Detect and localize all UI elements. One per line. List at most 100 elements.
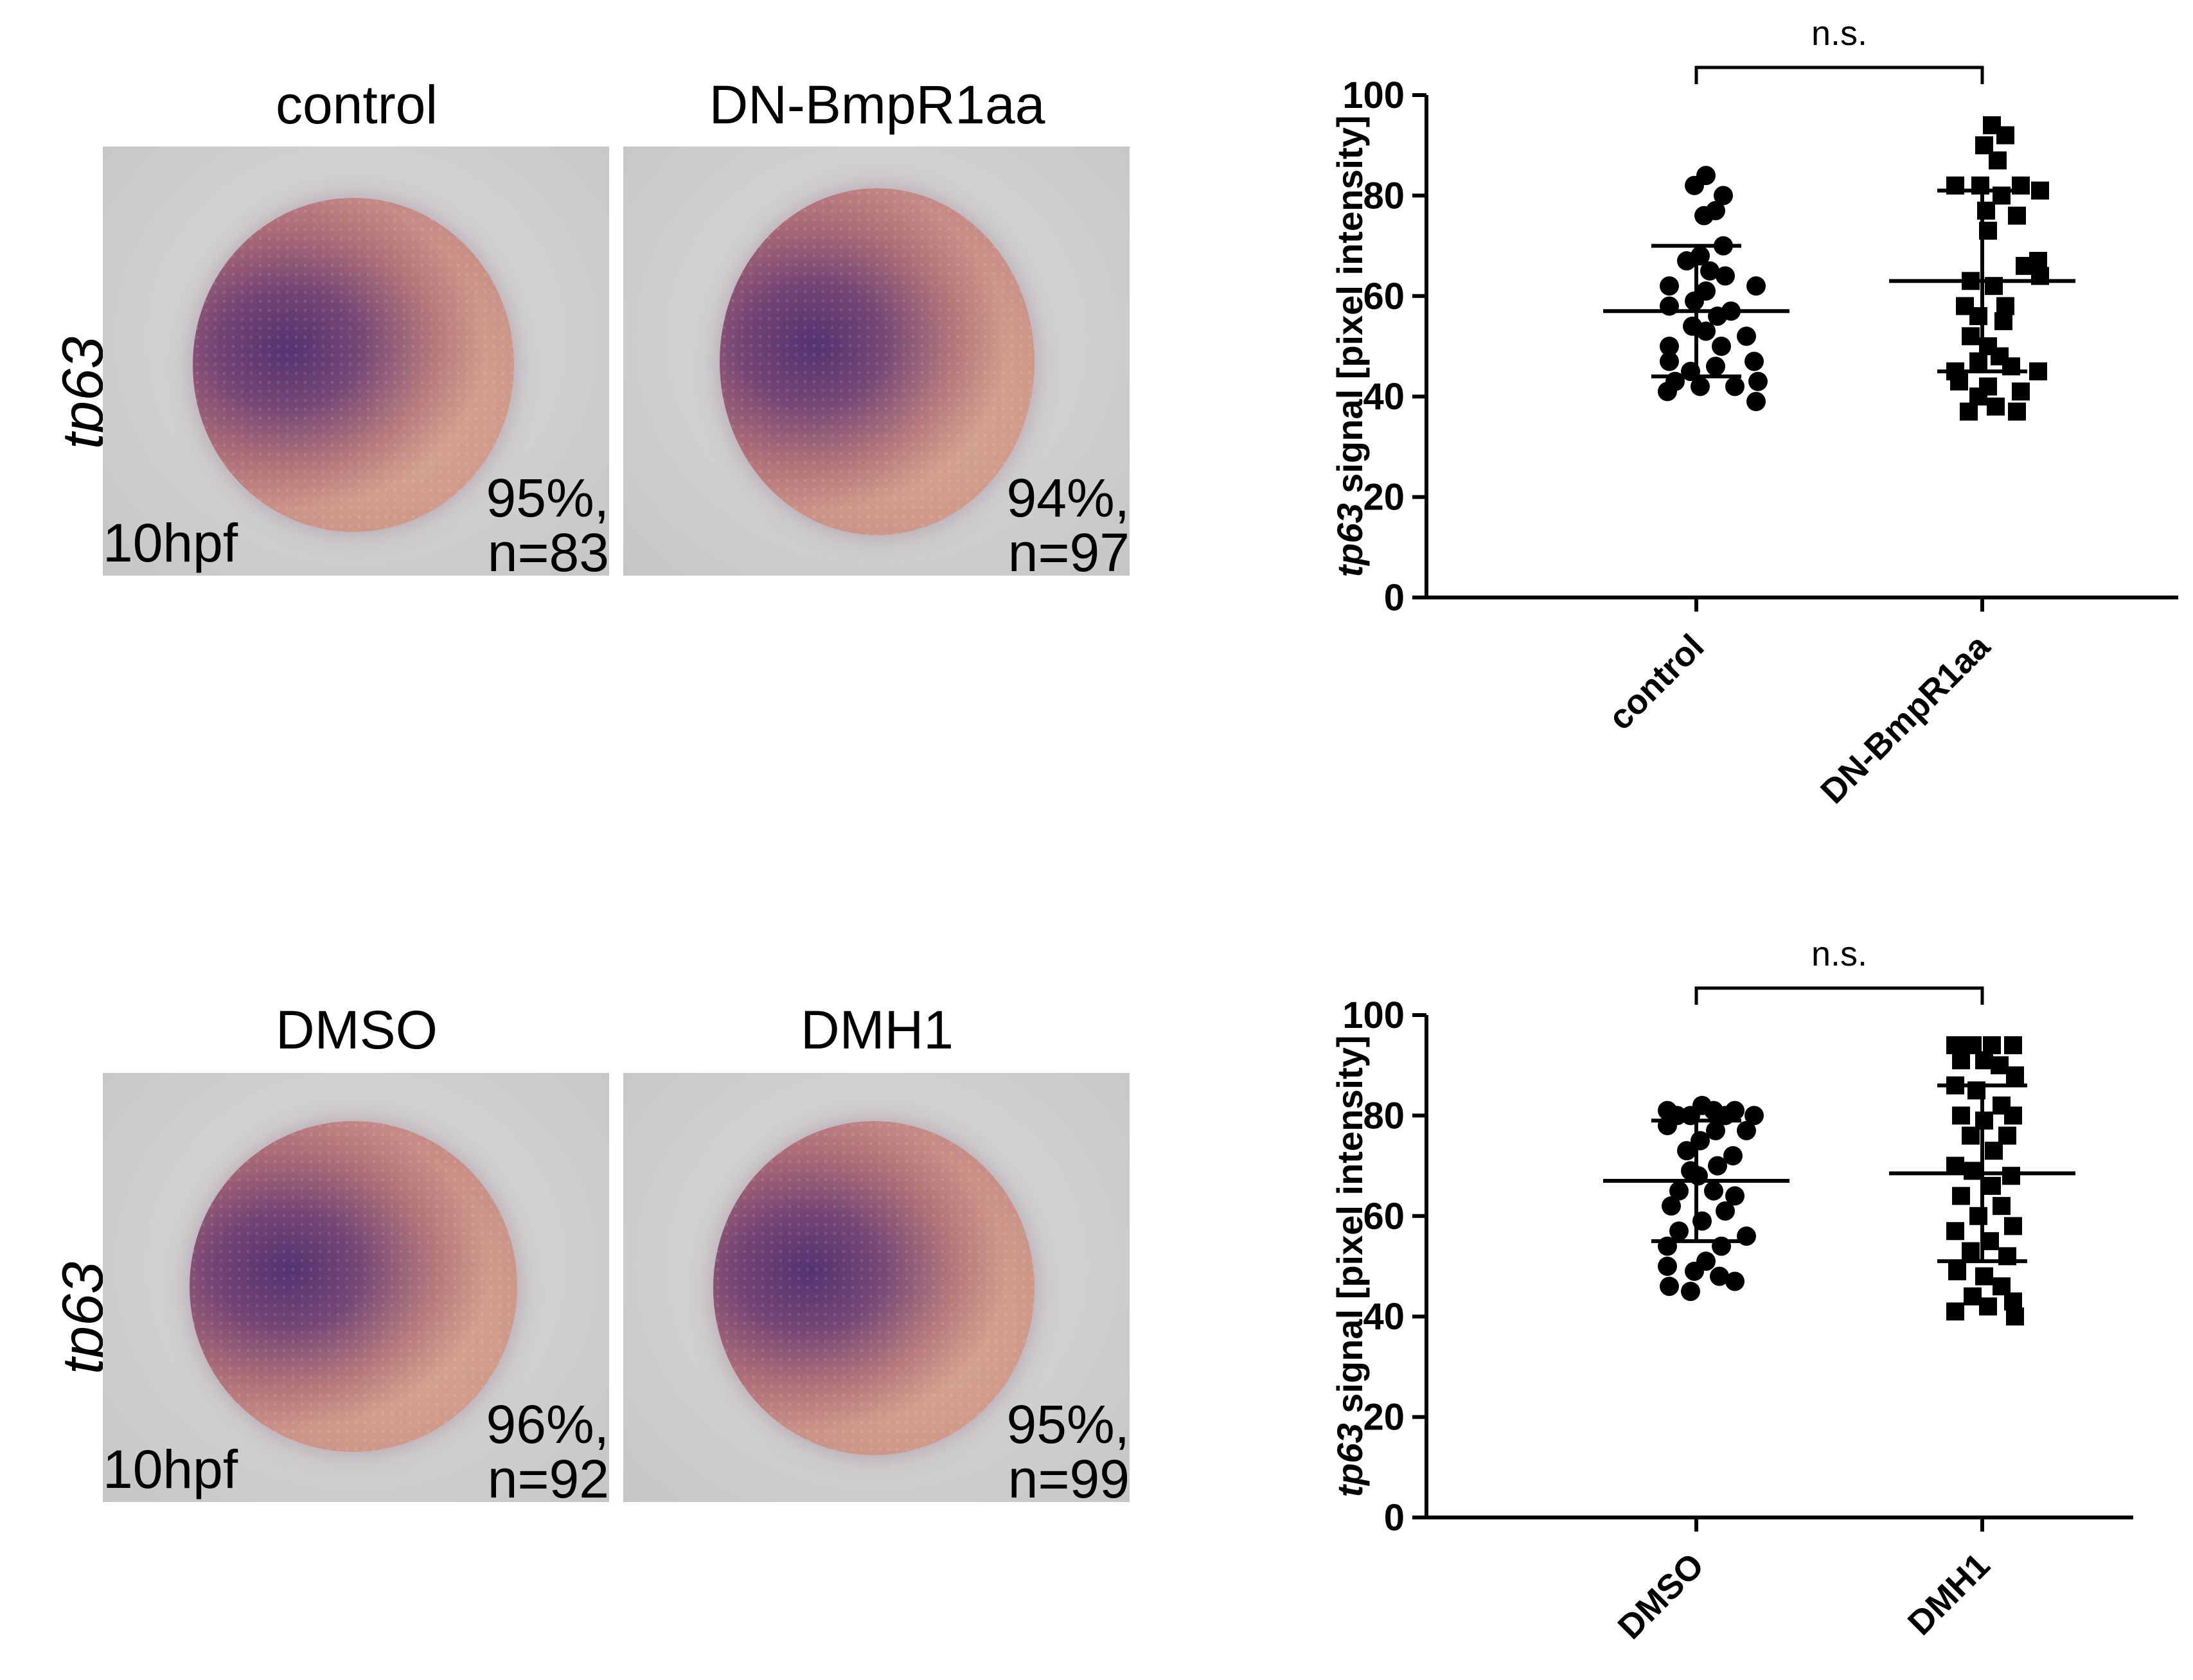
data-point-control <box>1696 321 1716 341</box>
data-point-dmh1 <box>1979 1297 1997 1316</box>
data-point-dmh1 <box>1952 1106 1970 1125</box>
photo-dn-bmpr1aa: 94%, n=97 <box>623 146 1130 576</box>
data-point-dmso <box>1704 1181 1723 1201</box>
data-point-dmso <box>1710 1266 1729 1286</box>
percent-label: 95%, <box>486 468 609 528</box>
y-tick-label: 100 <box>1342 995 1405 1036</box>
data-point-dmh1 <box>1983 1176 2001 1195</box>
y-tick-label: 40 <box>1363 1296 1405 1338</box>
y-tick-label: 60 <box>1363 276 1405 317</box>
data-point-dmh1 <box>1946 1222 1964 1241</box>
data-point-dmh1 <box>1964 1036 1982 1054</box>
data-point-dmh1 <box>1962 1126 1980 1145</box>
data-point-control <box>1714 186 1733 206</box>
data-point-control <box>1725 376 1745 396</box>
data-point-dn-bmpr1aa <box>1977 201 1995 220</box>
data-point-dmh1 <box>1983 1036 2001 1054</box>
data-point-dn-bmpr1aa <box>1975 136 1993 155</box>
data-point-dmso <box>1723 1145 1743 1165</box>
data-point-dmh1 <box>1962 1242 1980 1260</box>
data-point-control <box>1746 392 1766 412</box>
data-point-control <box>1660 276 1679 296</box>
data-point-dmh1 <box>1952 1187 1970 1205</box>
y-axis-label-gene: tp63 <box>1329 1423 1370 1497</box>
data-point-control <box>1746 276 1766 296</box>
title-dmh1: DMH1 <box>800 1000 954 1060</box>
data-point-dn-bmpr1aa <box>1962 327 1980 346</box>
data-point-dmh1 <box>2006 1307 2024 1326</box>
data-point-dmso <box>1716 1201 1735 1221</box>
title-dn-bmpr1aa: DN-BmpR1aa <box>709 75 1045 135</box>
data-point-dn-bmpr1aa <box>2008 206 2026 225</box>
photo-dmso: 10hpf 96%, n=92 <box>103 1073 609 1502</box>
data-point-dmh1 <box>1946 1036 1964 1054</box>
data-point-dmso <box>1681 1282 1700 1302</box>
data-point-dmh1 <box>1975 1051 1993 1070</box>
y-axis-label-rest: signal [pixel intensity] <box>1329 1036 1370 1424</box>
x-tick-label: control <box>1601 627 1712 738</box>
embryo-dn-bmpr1aa <box>720 188 1034 535</box>
data-point-dmh1 <box>1998 1126 2016 1145</box>
data-point-dmh1 <box>1952 1051 1970 1070</box>
data-point-control <box>1660 351 1679 371</box>
data-point-dmh1 <box>2004 1292 2022 1311</box>
data-point-control <box>1716 266 1735 286</box>
data-point-dmh1 <box>1969 1207 1987 1225</box>
percent-label: 94%, <box>1006 468 1130 528</box>
y-tick-label: 80 <box>1363 175 1405 217</box>
data-point-dmh1 <box>1946 1302 1964 1321</box>
data-point-dmh1 <box>1985 1142 2003 1160</box>
n-label: n=99 <box>1008 1449 1130 1502</box>
title-control: control <box>275 75 438 135</box>
data-point-dmh1 <box>1991 1056 2009 1075</box>
significance-bracket <box>1694 986 1984 1005</box>
stage-label: 10hpf <box>103 513 238 573</box>
data-point-dmso <box>1658 1257 1677 1276</box>
data-point-dn-bmpr1aa <box>1950 372 1968 391</box>
x-tick-label: DMH1 <box>1901 1546 1998 1643</box>
y-axis-label: tp63 signal [pixel intensity] <box>1329 116 1370 578</box>
data-point-dmh1 <box>1993 1197 2011 1216</box>
data-point-dmh1 <box>1964 1287 1982 1305</box>
significance-label: n.s. <box>1811 935 1867 973</box>
data-point-dmso <box>1725 1271 1745 1291</box>
x-tick-label: DN-BmpR1aa <box>1813 626 1998 811</box>
data-point-dmh1 <box>2004 1036 2022 1054</box>
stage-label: 10hpf <box>103 1439 238 1499</box>
data-point-dmso <box>1706 1120 1725 1140</box>
y-tick-label: 20 <box>1363 1397 1405 1438</box>
data-point-control <box>1745 351 1764 371</box>
data-point-dn-bmpr1aa <box>1994 312 2012 330</box>
data-point-dmso <box>1660 1277 1679 1296</box>
data-point-dmh1 <box>2002 1167 2020 1185</box>
data-point-control <box>1677 251 1696 271</box>
significance-label: n.s. <box>1811 14 1867 53</box>
data-point-dmh1 <box>1975 1267 1993 1286</box>
data-point-dmh1 <box>1948 1262 1966 1280</box>
y-axis-label: tp63 signal [pixel intensity] <box>1329 1036 1370 1498</box>
significance-bracket <box>1694 66 1984 84</box>
data-point-control <box>1712 337 1731 356</box>
data-point-dmso <box>1737 1226 1756 1246</box>
data-point-dmso <box>1669 1181 1689 1201</box>
data-point-control <box>1700 261 1719 281</box>
chart-top: 0 20 40 60 80 100 tp63 signal [pixel intensity… <box>1285 0 2193 835</box>
embryo-control <box>193 198 514 532</box>
y-tick-label: 100 <box>1342 75 1405 116</box>
data-point-dmh1 <box>2006 1066 2024 1084</box>
data-point-dmso <box>1677 1141 1696 1161</box>
data-point-dn-bmpr1aa <box>2012 382 2030 401</box>
chart-bottom: 0 20 40 60 80 100 tp63 signal [pixel intensity… <box>1285 899 2193 1677</box>
data-point-dmso <box>1725 1186 1745 1206</box>
embryo-dmh1 <box>713 1121 1034 1455</box>
data-point-dn-bmpr1aa <box>1996 126 2014 145</box>
data-point-dn-bmpr1aa <box>1969 352 1987 371</box>
photo-dmh1: 95%, n=99 <box>623 1073 1130 1502</box>
n-label: n=83 <box>487 522 609 576</box>
data-point-dmh1 <box>2004 1217 2022 1235</box>
y-axis-label-rest: signal [pixel intensity] <box>1329 116 1370 504</box>
data-point-dmh1 <box>1964 1162 1982 1180</box>
n-label: n=92 <box>487 1449 609 1502</box>
